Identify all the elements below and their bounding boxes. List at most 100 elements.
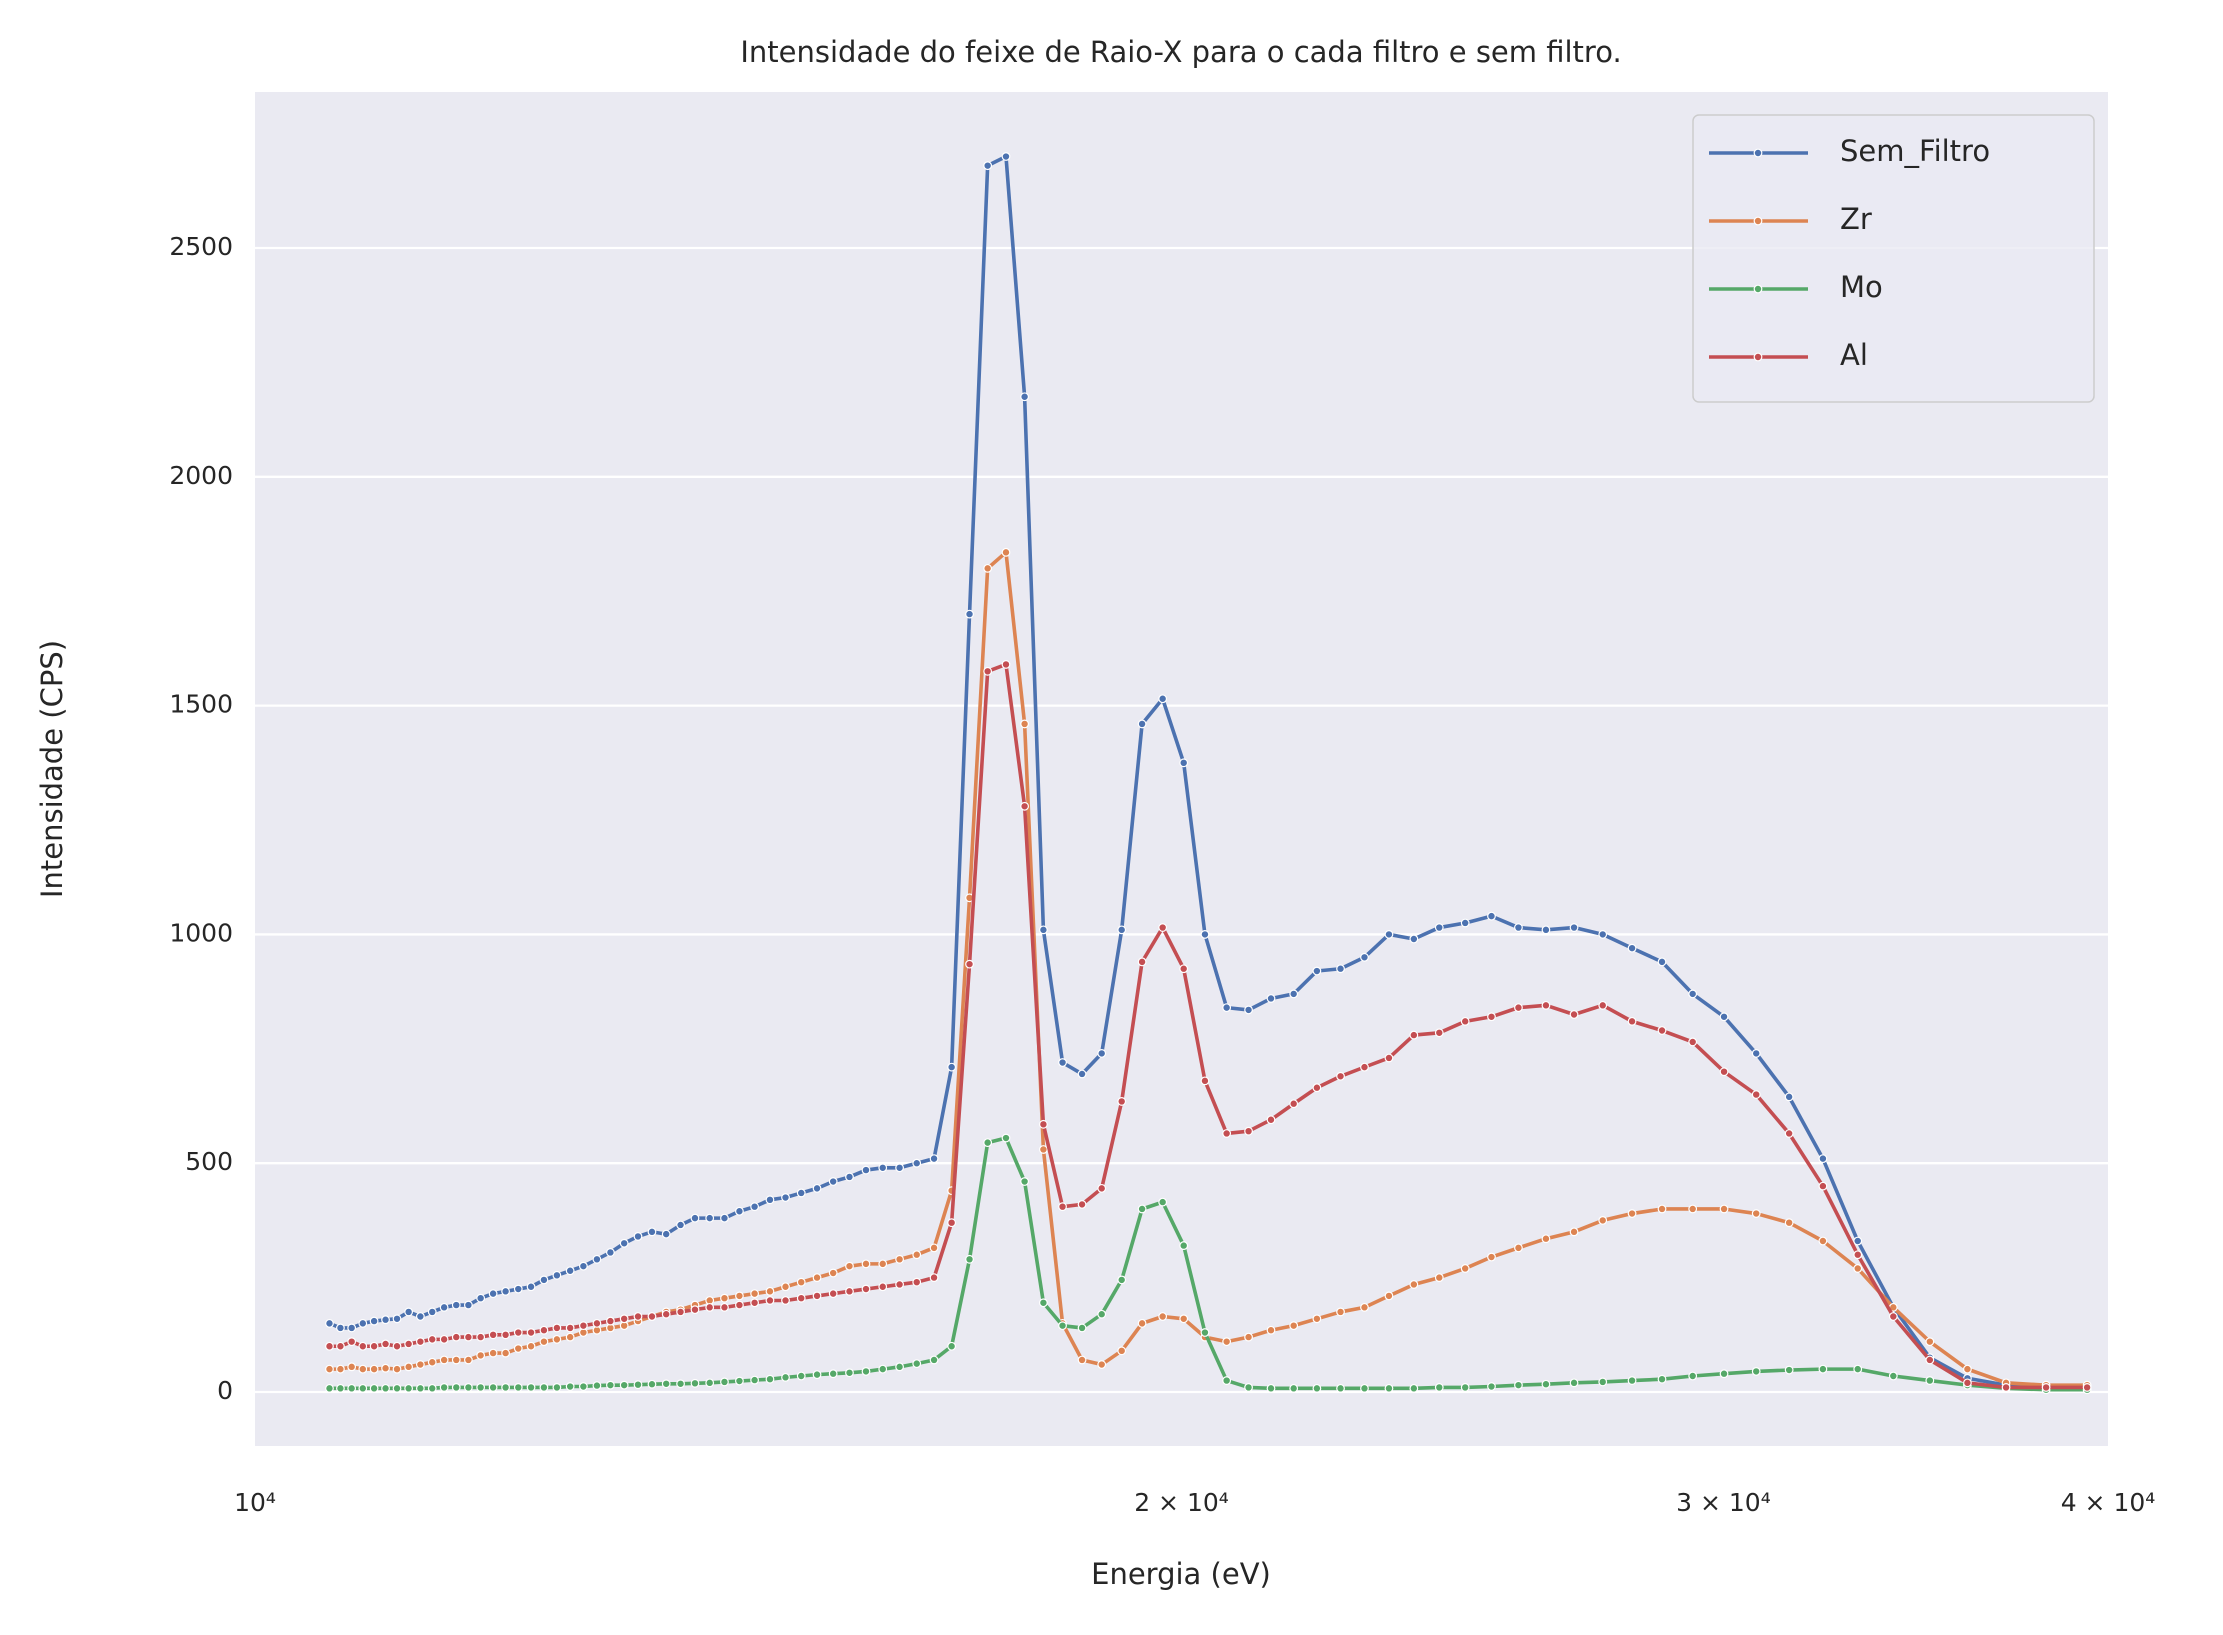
data-point (781, 1296, 790, 1305)
data-point (1158, 1197, 1168, 1207)
data-point (1853, 1250, 1863, 1260)
data-point (439, 1302, 449, 1312)
data-point (1657, 957, 1667, 967)
data-point (1097, 1360, 1107, 1369)
y-tick-label: 0 (217, 1376, 233, 1405)
data-point (861, 1259, 871, 1269)
data-point (1179, 1314, 1189, 1324)
data-point (1963, 1378, 1972, 1388)
data-point (1360, 952, 1369, 962)
data-point (1266, 1325, 1276, 1335)
data-point (539, 1275, 549, 1285)
data-point (427, 1357, 437, 1367)
data-point (513, 1344, 523, 1353)
data-point (735, 1291, 744, 1301)
data-point (415, 1383, 425, 1393)
data-point (439, 1334, 449, 1344)
data-point (1818, 1236, 1828, 1246)
data-point (1751, 1090, 1761, 1099)
data-point (750, 1298, 759, 1308)
data-point (895, 1163, 904, 1173)
data-point (1688, 1204, 1698, 1214)
data-point (1020, 719, 1030, 729)
data-point (1001, 547, 1011, 557)
y-tick-label: 500 (185, 1147, 233, 1176)
data-point (1409, 1030, 1419, 1040)
data-point (1541, 925, 1551, 935)
legend-label: Zr (1840, 202, 1872, 236)
data-point (720, 1377, 729, 1387)
data-point (647, 1312, 657, 1321)
data-point (705, 1378, 715, 1388)
data-point (720, 1302, 729, 1312)
data-point (347, 1337, 357, 1347)
data-point (765, 1286, 775, 1296)
data-point (552, 1383, 562, 1392)
data-point (1097, 1309, 1107, 1319)
data-point (1569, 1227, 1579, 1237)
data-point (1179, 964, 1189, 974)
data-point (552, 1323, 562, 1333)
data-point (1627, 1209, 1637, 1218)
y-tick-label: 1000 (169, 918, 233, 947)
x-tick-label: 10⁴ (234, 1488, 276, 1517)
data-point (1688, 1371, 1698, 1381)
data-point (606, 1380, 615, 1390)
data-point (552, 1270, 562, 1280)
data-point (1688, 989, 1698, 999)
data-point (983, 1138, 993, 1148)
data-point (336, 1341, 345, 1351)
data-point (1289, 1383, 1299, 1393)
data-point (1627, 1376, 1637, 1385)
data-point (1541, 1379, 1551, 1389)
data-point (781, 1193, 790, 1202)
data-point (2001, 1383, 2011, 1392)
data-point (1158, 923, 1168, 932)
data-point (526, 1282, 536, 1292)
data-point (765, 1374, 775, 1384)
data-point (488, 1383, 498, 1392)
data-point (369, 1364, 379, 1374)
data-point (526, 1341, 536, 1351)
data-point (1751, 1048, 1761, 1058)
data-point (347, 1383, 357, 1393)
data-point (1460, 1016, 1470, 1026)
data-point (1117, 1097, 1127, 1106)
data-point (1657, 1204, 1667, 1214)
data-point (929, 1355, 939, 1365)
data-point (1409, 934, 1419, 944)
data-point (476, 1332, 486, 1342)
data-point (1077, 1323, 1087, 1333)
data-point (1200, 930, 1210, 939)
data-point (1514, 923, 1523, 932)
data-point (1598, 1216, 1608, 1225)
legend-marker (1753, 148, 1763, 158)
data-point (1434, 923, 1444, 932)
data-point (325, 1341, 334, 1351)
data-point (1336, 964, 1345, 974)
data-point (1719, 1369, 1729, 1379)
x-tick-label: 4 × 10⁴ (2061, 1488, 2156, 1517)
data-point (347, 1362, 357, 1372)
data-point (845, 1286, 854, 1296)
data-point (1384, 1291, 1394, 1301)
data-point (439, 1355, 449, 1365)
data-point (619, 1238, 629, 1248)
data-point (1266, 994, 1276, 1003)
data-point (381, 1383, 390, 1393)
data-point (735, 1206, 744, 1216)
data-point (565, 1382, 575, 1391)
data-point (592, 1318, 602, 1328)
data-point (1289, 989, 1299, 999)
data-point (1058, 1321, 1067, 1331)
data-point (690, 1213, 700, 1223)
data-point (1077, 1199, 1087, 1209)
data-point (476, 1350, 486, 1360)
data-point (1360, 1302, 1369, 1312)
data-point (1001, 1133, 1011, 1143)
data-point (861, 1165, 871, 1175)
data-point (1434, 1028, 1444, 1038)
legend-marker (1753, 284, 1763, 294)
data-point (451, 1300, 461, 1310)
